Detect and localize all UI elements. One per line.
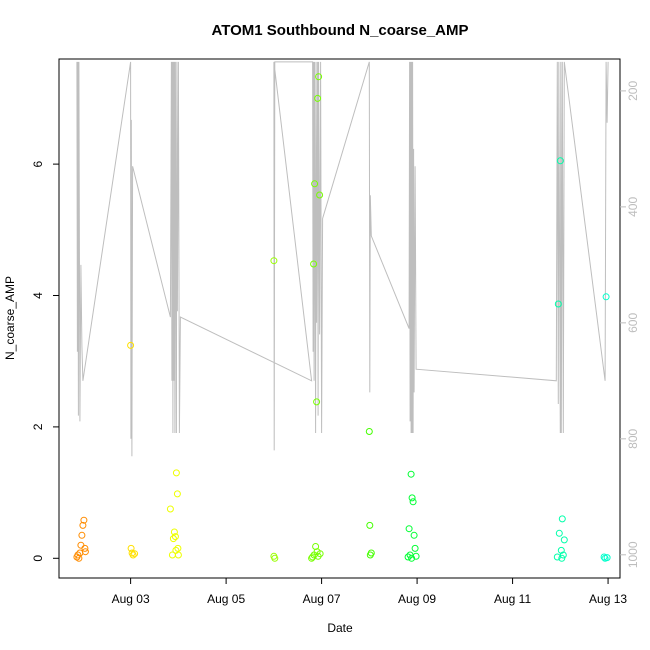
data-point [600,553,608,561]
data-point [310,260,318,268]
data-point [558,554,566,562]
data-point [127,341,135,349]
data-point [77,541,85,549]
x-axis-label: Date [327,621,353,635]
scatter-points [73,73,611,562]
data-point [129,551,137,559]
y2-tick-label: 1000 [626,541,640,568]
y2-tick-label: 400 [626,197,640,217]
x-tick-label: Aug 09 [398,592,436,606]
x-tick-label: Aug 11 [494,592,531,606]
y-axis-label: N_coarse_AMP [3,276,17,360]
data-point [407,470,415,478]
data-point [316,191,324,199]
data-point [80,516,88,524]
data-point [365,428,373,435]
axes: Aug 03 Aug 05 Aug 07 Aug 09 Aug 11 Aug 13 0 2 4 6… [31,58,640,606]
data-point [603,554,611,562]
data-point [75,554,83,562]
data-point [555,529,563,537]
data-point [412,552,420,560]
data-point [311,180,319,188]
data-point [79,521,87,529]
x-tick-label: Aug 05 [207,592,245,606]
data-point [558,515,566,523]
data-point [166,505,174,513]
data-point [367,549,375,557]
y2-tick-label: 200 [626,81,640,101]
data-point [174,544,182,552]
data-point [314,94,322,102]
data-point [315,73,323,81]
data-point [81,544,89,552]
data-point [553,553,561,561]
data-point [366,521,374,529]
y2-tick-label: 600 [626,313,640,333]
data-point [408,494,416,502]
data-point [169,535,177,543]
data-point [316,550,324,558]
y-tick-label: 6 [31,160,45,167]
data-point [411,544,419,552]
y-tick-label: 4 [31,292,45,299]
data-point [270,257,278,265]
data-point [127,544,135,552]
y2-tick-label: 800 [626,428,640,448]
data-point [313,398,321,406]
data-point [554,300,562,308]
data-point [410,531,418,539]
data-point [170,528,178,536]
x-tick-label: Aug 07 [303,592,341,606]
data-point [173,490,181,498]
data-point [409,498,417,506]
plot-frame [58,58,621,579]
y-tick-label: 0 [31,555,45,562]
data-point [556,157,564,165]
data-point [271,554,279,562]
x-tick-label: Aug 13 [589,592,627,606]
data-point [408,554,416,562]
data-point [602,293,610,301]
data-point [404,553,412,561]
secondary-line-series [76,61,609,457]
x-tick-label: Aug 03 [112,592,150,606]
data-point [78,531,86,539]
data-point [559,551,567,559]
data-point [171,533,179,541]
chart-title: ATOM1 Southbound N_coarse_AMP [212,22,469,39]
data-point [74,551,82,559]
data-point [405,525,413,533]
data-point [81,548,89,556]
y-tick-label: 2 [31,423,45,430]
data-point [131,550,139,558]
data-point [172,546,180,554]
data-point [560,536,568,544]
line-series [76,61,609,457]
data-point [172,469,180,477]
data-point [557,546,565,554]
